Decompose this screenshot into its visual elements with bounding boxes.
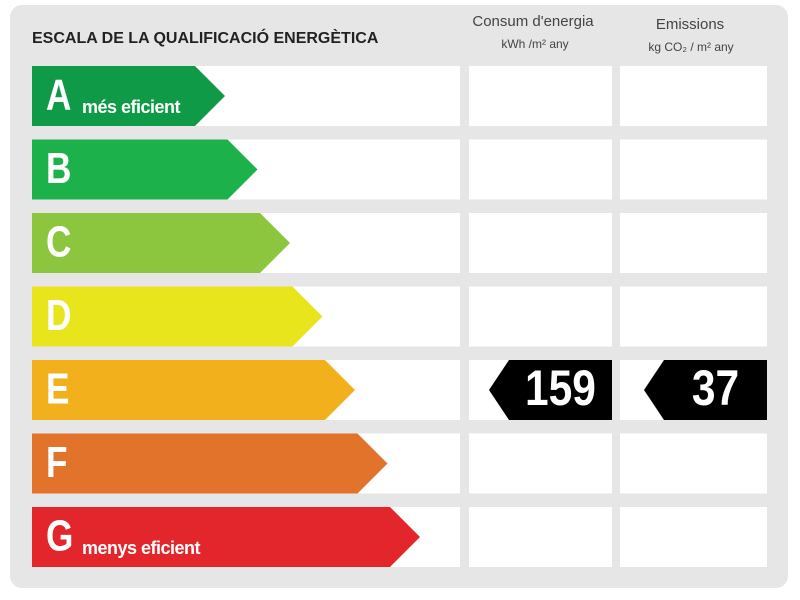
energy-cell [469, 507, 612, 567]
class-letter: B [46, 144, 71, 193]
emissions-cell [620, 433, 767, 494]
emissions-cell [620, 66, 767, 126]
emissions-badge [644, 360, 767, 420]
class-letter: G [46, 512, 73, 561]
title: ESCALA DE LA QUALIFICACIÓ ENERGÈTICA [32, 28, 379, 47]
class-letter: A [46, 71, 71, 120]
class-arrow [32, 433, 388, 494]
class-arrow [32, 286, 323, 347]
energy-value: 159 [525, 360, 596, 416]
emissions-title: Emissions [656, 16, 724, 33]
energy-cell [469, 433, 612, 494]
emissions-cell [620, 213, 767, 273]
class-letter: D [46, 291, 71, 340]
class-arrow [32, 66, 225, 126]
energy-title: Consum d'energia [472, 13, 594, 30]
class-note: menys eficient [82, 538, 201, 558]
emissions-cell [620, 286, 767, 347]
energy-cell [469, 139, 612, 200]
class-letter: C [46, 218, 71, 267]
emissions-cell [620, 139, 767, 200]
energy-unit: kWh /m² any [501, 37, 568, 51]
class-note: més eficient [82, 97, 181, 117]
energy-cell [469, 66, 612, 126]
class-arrow [32, 139, 258, 200]
class-letter: F [46, 438, 68, 487]
class-letter: E [46, 365, 69, 414]
class-arrow [32, 507, 420, 567]
class-arrow [32, 213, 290, 273]
emissions-unit: kg CO₂ / m² any [648, 40, 733, 54]
energy-cell [469, 213, 612, 273]
emissions-value: 37 [692, 360, 739, 416]
energy-cell [469, 286, 612, 347]
energy-badge [489, 360, 612, 420]
class-arrow [32, 360, 355, 420]
emissions-cell [620, 507, 767, 567]
